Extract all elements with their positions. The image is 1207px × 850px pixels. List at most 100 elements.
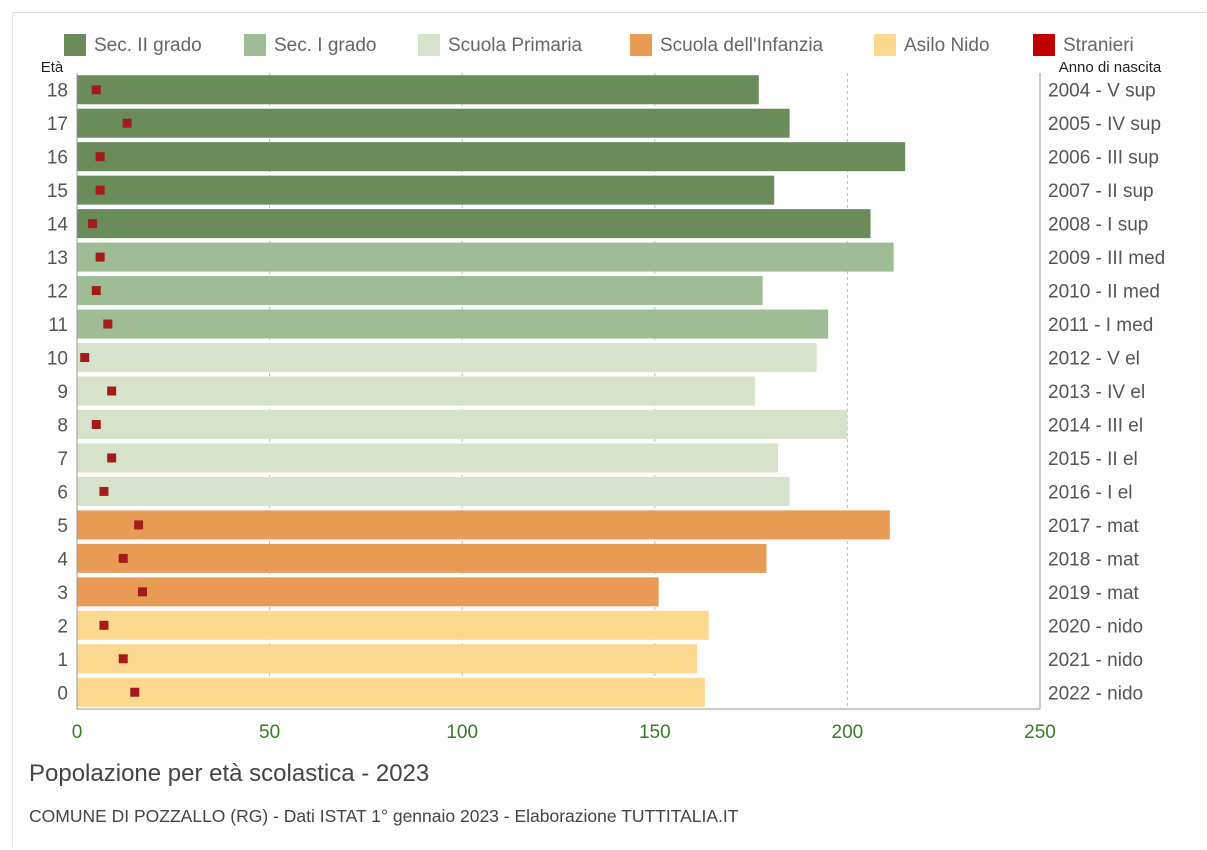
legend: Sec. II grado Sec. I grado Scuola Primaria… [64,34,1134,56]
bar-age-7 [77,443,779,473]
foreign-marker-age-4 [118,553,128,563]
x-tick-label-150: 150 [639,722,671,743]
age-label-18: 18 [47,81,68,102]
foreign-marker-age-0 [130,687,140,697]
bar-age-18 [77,75,759,105]
birth-year-label-5: 2017 - mat [1048,516,1140,537]
legend-swatch-stranieri [1033,34,1055,56]
bar-age-0 [77,677,705,707]
x-tick-label-250: 250 [1024,722,1056,743]
birth-year-label-17: 2005 - IV sup [1048,114,1161,135]
bar-age-17 [77,108,790,138]
foreign-marker-age-6 [99,486,109,496]
bar-age-6 [77,476,790,506]
legend-swatch-sec-i-grado [244,34,266,56]
birth-year-label-10: 2012 - V el [1048,349,1140,370]
chart-subtitle: COMUNE DI POZZALLO (RG) - Dati ISTAT 1° … [29,806,739,826]
birth-year-label-7: 2015 - II el [1048,449,1138,470]
birth-year-label-2: 2020 - nido [1048,616,1143,637]
foreign-marker-age-7 [107,453,117,463]
x-tick-label-0: 0 [72,722,83,743]
legend-label-sec-ii-grado: Sec. II grado [94,35,202,56]
foreign-marker-age-11 [103,319,113,329]
age-label-11: 11 [48,315,68,336]
birth-year-label-0: 2022 - nido [1048,683,1143,704]
age-label-3: 3 [57,583,68,604]
birth-year-label-8: 2014 - III el [1048,415,1143,436]
foreign-marker-age-2 [99,620,109,630]
foreign-marker-age-5 [134,520,144,530]
birth-year-label-12: 2010 - II med [1048,282,1160,303]
bar-age-14 [77,209,871,239]
bar-age-8 [77,409,848,439]
age-label-14: 14 [47,215,69,236]
foreign-marker-age-14 [87,219,97,229]
bar-age-10 [77,343,817,373]
chart-title: Popolazione per età scolastica - 2023 [29,760,429,787]
legend-label-scuola-primaria: Scuola Primaria [448,35,583,56]
bar-age-11 [77,309,829,339]
age-label-9: 9 [57,382,68,403]
birth-year-label-15: 2007 - II sup [1048,181,1154,202]
foreign-marker-age-16 [95,152,105,162]
birth-year-label-16: 2006 - III sup [1048,148,1159,169]
age-label-12: 12 [47,282,68,303]
bar-age-3 [77,577,659,607]
birth-year-label-11: 2011 - I med [1048,315,1153,336]
birth-year-label-14: 2008 - I sup [1048,215,1148,236]
birth-year-label-1: 2021 - nido [1048,650,1143,671]
foreign-marker-age-13 [95,252,105,262]
bar-age-15 [77,175,775,205]
x-tick-label-200: 200 [832,722,864,743]
age-label-16: 16 [47,148,68,169]
age-label-5: 5 [57,516,68,537]
foreign-marker-age-18 [91,85,101,95]
bar-age-5 [77,510,890,540]
bar-age-13 [77,242,894,272]
birth-year-label-13: 2009 - III med [1048,248,1165,269]
age-label-6: 6 [57,482,68,503]
bar-age-1 [77,644,698,674]
legend-swatch-sec-ii-grado [64,34,86,56]
age-label-7: 7 [57,449,68,470]
legend-swatch-scuola-dell-infanzia [630,34,652,56]
foreign-marker-age-9 [107,386,117,396]
axes: 0 50 100 150 200 250 [72,73,1056,743]
age-label-2: 2 [57,616,68,637]
foreign-marker-age-8 [91,419,101,429]
age-axis-title: Età [41,59,64,76]
bar-age-16 [77,142,906,172]
birth-year-label-6: 2016 - I el [1048,482,1133,503]
birth-year-label-4: 2018 - mat [1048,549,1140,570]
foreign-marker-age-15 [95,185,105,195]
legend-swatch-asilo-nido [874,34,896,56]
foreign-marker-age-3 [137,587,147,597]
age-label-15: 15 [47,181,68,202]
foreign-marker-age-17 [122,118,132,128]
legend-label-stranieri: Stranieri [1063,35,1134,56]
age-label-13: 13 [47,248,68,269]
legend-label-asilo-nido: Asilo Nido [904,35,990,56]
legend-swatch-scuola-primaria [418,34,440,56]
age-label-8: 8 [57,415,68,436]
birth-year-label-9: 2013 - IV el [1048,382,1145,403]
bar-age-9 [77,376,755,406]
age-label-1: 1 [57,650,68,671]
legend-label-sec-i-grado: Sec. I grado [274,35,376,56]
foreign-marker-age-1 [118,654,128,664]
age-label-10: 10 [47,349,68,370]
birth-year-label-3: 2019 - mat [1048,583,1140,604]
age-label-4: 4 [57,549,68,570]
legend-label-scuola-dell-infanzia: Scuola dell'Infanzia [660,35,824,56]
bar-age-4 [77,543,767,573]
birth-year-label-18: 2004 - V sup [1048,81,1156,102]
foreign-marker-age-12 [91,286,101,296]
bar-age-12 [77,276,763,306]
x-tick-label-50: 50 [259,722,280,743]
foreign-marker-age-10 [80,353,90,363]
x-tick-label-100: 100 [446,722,478,743]
age-label-17: 17 [47,114,68,135]
birth-year-axis-title: Anno di nascita [1059,59,1162,76]
